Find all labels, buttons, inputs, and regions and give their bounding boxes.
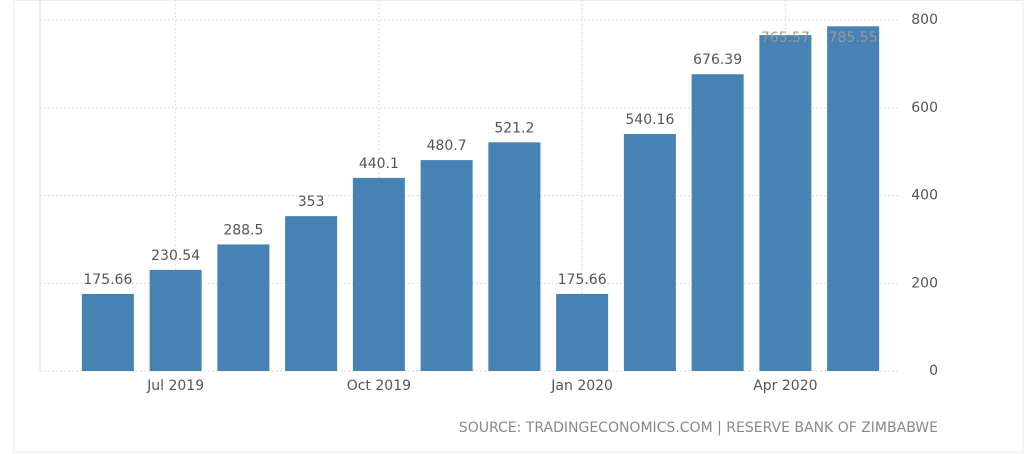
value-label: 230.54 (151, 248, 200, 264)
bar (488, 142, 541, 371)
y-tick-label: 200 (911, 275, 938, 291)
source: SOURCE: TRADINGECONOMICS.COM | RESERVE B… (459, 420, 938, 436)
x-tick-label: Jan 2020 (550, 378, 613, 394)
value-label: 521.2 (494, 120, 534, 136)
y-tick-label: 800 (911, 12, 938, 28)
bar (827, 26, 880, 372)
bar (691, 74, 744, 371)
bar (352, 177, 405, 371)
value-label: 175.66 (558, 272, 607, 288)
x-tick-label: Jul 2019 (146, 378, 204, 394)
value-label: 440.1 (359, 156, 399, 172)
value-label: 288.5 (223, 222, 263, 238)
value-label: 480.7 (427, 138, 467, 154)
value-label: 785.55 (829, 30, 878, 46)
y-tick-label: 400 (911, 188, 938, 204)
value-label: 540.16 (625, 112, 674, 128)
bar (217, 244, 270, 371)
frame (13, 0, 1024, 453)
value-label: 676.39 (693, 52, 742, 68)
bar (81, 293, 134, 371)
bar (623, 134, 676, 371)
x-tick-label: Apr 2020 (753, 378, 817, 394)
x-tick-label: Oct 2019 (347, 378, 411, 394)
bar (285, 216, 338, 371)
bar (420, 160, 473, 371)
bar (556, 293, 609, 371)
y-tick-label: 600 (911, 100, 938, 116)
bar (759, 35, 812, 371)
value-label: 175.66 (83, 272, 132, 288)
bar (149, 269, 202, 371)
value-label: 765.57 (761, 30, 810, 46)
y-tick-label: 0 (929, 363, 938, 379)
value-label: 353 (298, 194, 325, 210)
